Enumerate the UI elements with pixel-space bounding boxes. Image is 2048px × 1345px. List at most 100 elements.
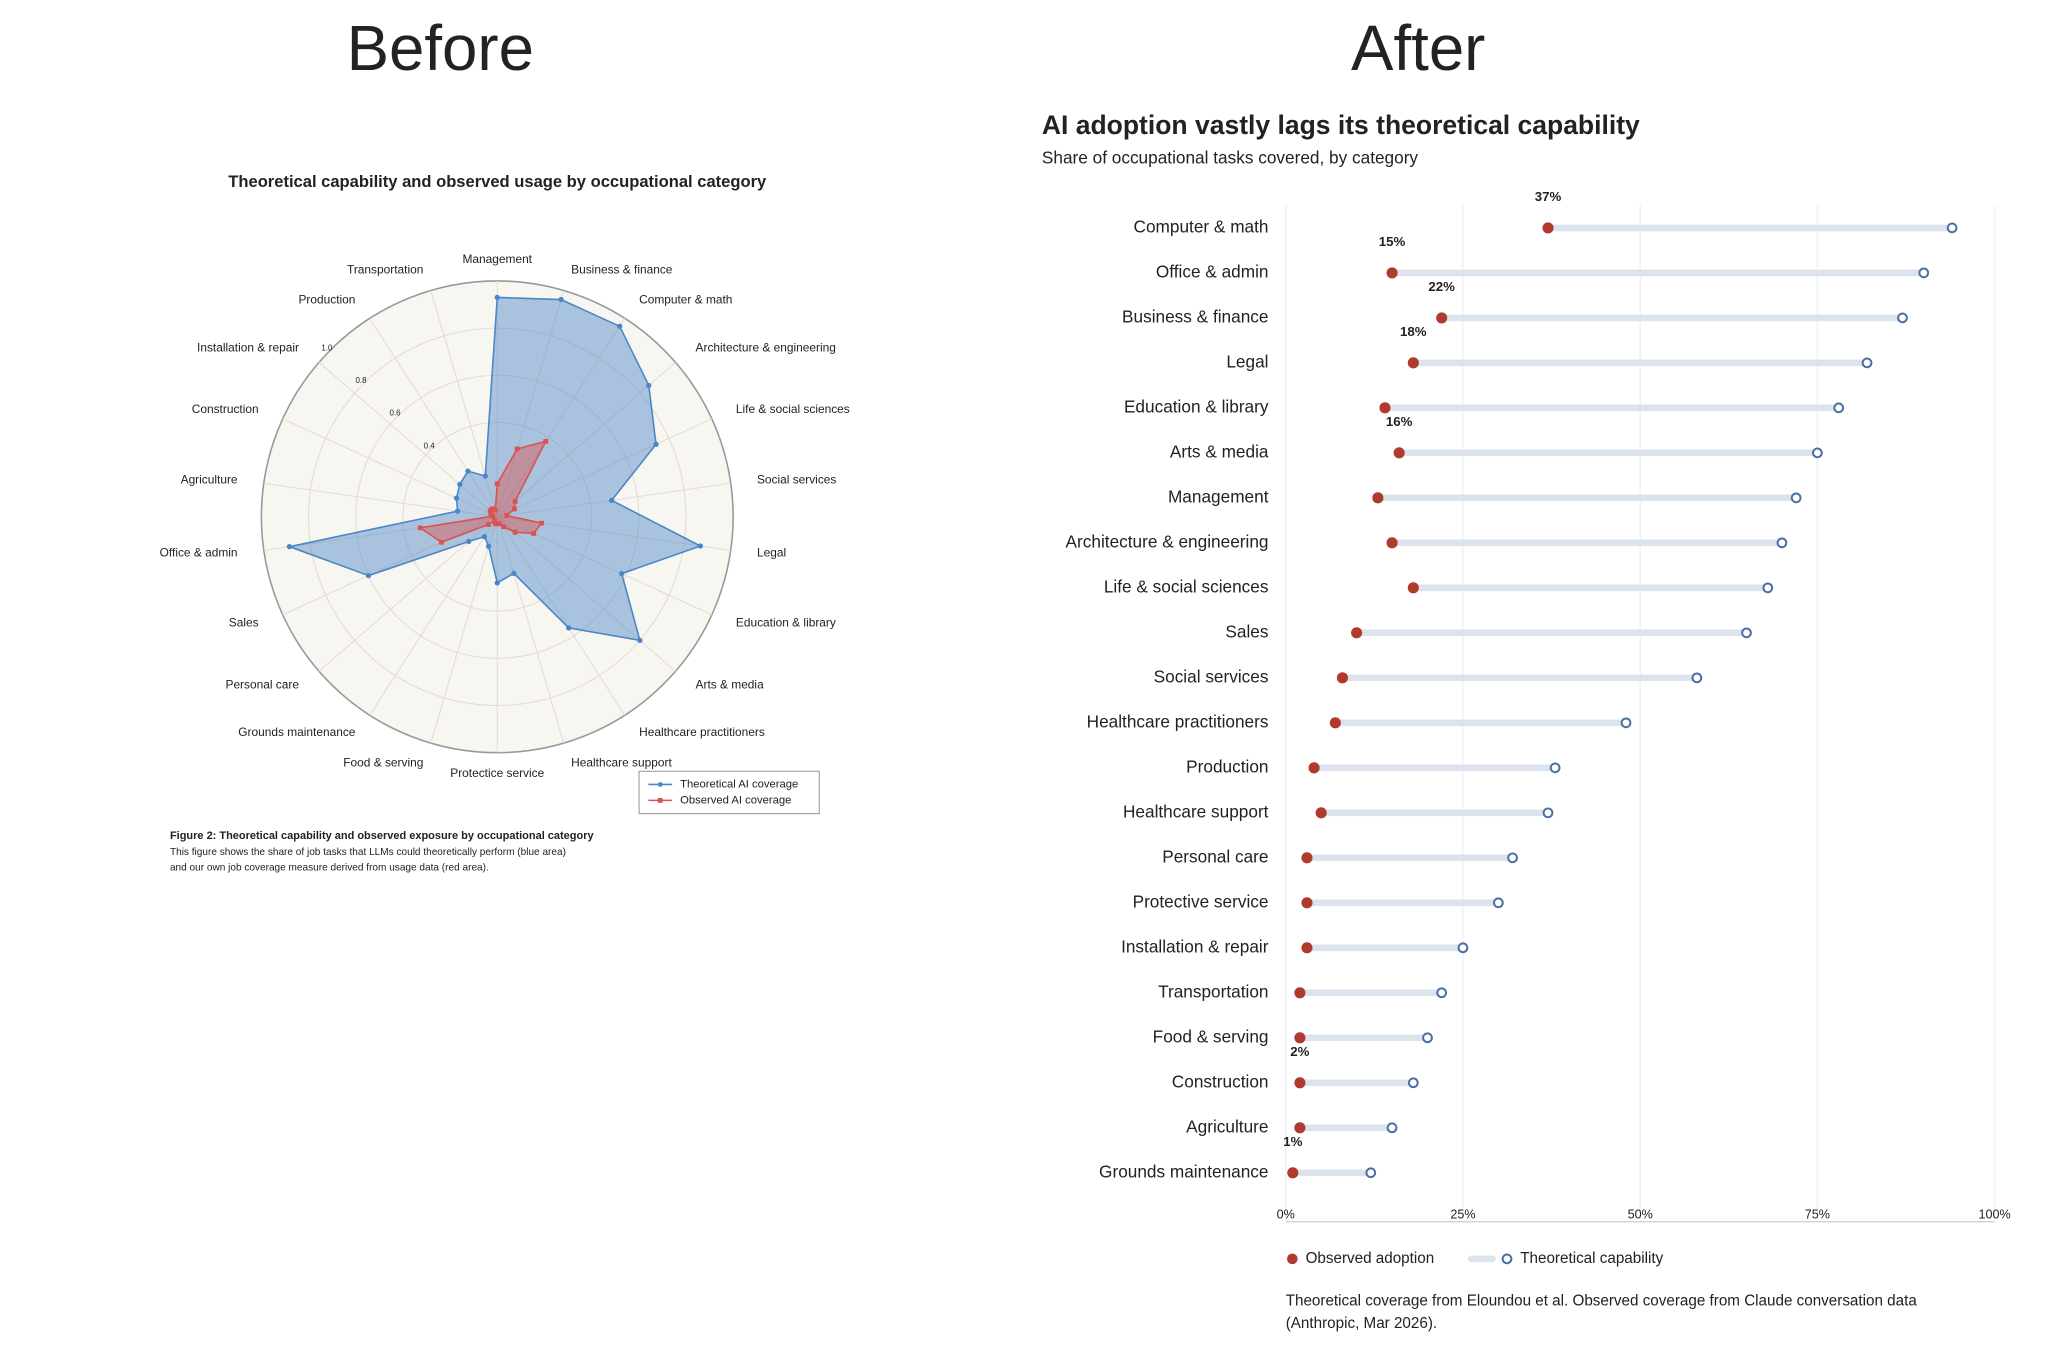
legend-marker (657, 782, 663, 787)
point (637, 637, 643, 644)
point (466, 538, 472, 545)
category-label: Sales (229, 616, 259, 630)
point (492, 507, 498, 513)
point (488, 511, 494, 517)
observed-dot (1287, 1167, 1299, 1179)
theoretical-dot (1918, 267, 1930, 279)
legend-marker (657, 797, 663, 803)
category-label: Healthcare practitioners (1087, 711, 1269, 731)
category-label: Management (1168, 486, 1269, 506)
category-label: Installation & repair (197, 341, 299, 355)
point (417, 525, 423, 531)
theoretical-dot (1741, 627, 1752, 639)
category-label: Computer & math (639, 293, 732, 307)
spoke (496, 516, 626, 716)
category-label: Food & serving (1153, 1026, 1269, 1046)
value-label: 37% (1535, 189, 1562, 204)
r-tick-label: 0.4 (424, 441, 436, 450)
spoke (496, 290, 565, 517)
observed-dot (1351, 627, 1363, 639)
category-label: Legal (757, 546, 786, 560)
value-label: 2% (1290, 1044, 1309, 1059)
theoretical-dot (1691, 672, 1703, 684)
theoretical-dot (1457, 942, 1469, 954)
theoretical-dot (1422, 1032, 1433, 1044)
theoretical-dot (1436, 987, 1448, 999)
observed-dot (1301, 852, 1313, 864)
category-label: Healthcare support (571, 756, 672, 770)
point (454, 508, 461, 514)
observed-dot (1294, 987, 1306, 999)
point (558, 296, 564, 303)
value-label: 1% (1283, 1134, 1302, 1149)
observed-dot (1308, 762, 1320, 774)
legend-marker (1287, 1253, 1298, 1265)
source-note: Theoretical coverage from Eloundou et al… (1286, 1292, 1918, 1332)
category-label: Healthcare support (1123, 801, 1269, 821)
category-label: Transportation (347, 262, 423, 276)
observed-dot (1294, 1077, 1306, 1089)
category-label: Healthcare practitioners (639, 725, 765, 739)
legend-label: Observed adoption (1306, 1250, 1435, 1267)
chart-subtitle: Share of occupational tasks covered, by … (1042, 148, 1419, 168)
point (494, 580, 500, 586)
point (501, 524, 507, 530)
category-label: Legal (1226, 351, 1268, 371)
spoke (282, 418, 498, 518)
category-label: Protectice service (450, 766, 544, 780)
legend-marker (1501, 1253, 1513, 1265)
category-label: Education & library (736, 616, 836, 630)
point (646, 382, 652, 389)
figure-note: This figure shows the share of job tasks… (170, 847, 566, 873)
category-label: Installation & repair (1121, 936, 1269, 956)
spoke (318, 361, 498, 518)
spoke (369, 318, 498, 518)
chart-title: AI adoption vastly lags its theoretical … (1042, 110, 1640, 140)
point (512, 506, 517, 512)
point (543, 439, 549, 444)
theoretical-dot (1365, 1167, 1377, 1179)
observed-dot (1542, 222, 1554, 234)
category-label: Production (298, 293, 355, 307)
point (619, 570, 625, 577)
category-label: Personal care (1162, 846, 1268, 866)
point (697, 543, 704, 549)
category-label: Architecture & engineering (696, 341, 836, 355)
theoretical-dot (1946, 222, 1958, 234)
chart-title: Theoretical capability and observed usag… (228, 172, 767, 191)
r-tick-label: 1.0 (321, 343, 333, 352)
point (482, 473, 488, 479)
point (617, 323, 623, 329)
legend-label: Theoretical AI coverage (680, 778, 798, 790)
category-label: Arts & media (1170, 441, 1269, 461)
legend-box (638, 770, 820, 815)
point (489, 506, 495, 512)
point (453, 495, 460, 501)
category-label: Social services (757, 472, 836, 486)
point (511, 570, 517, 577)
category-label: Grounds maintenance (238, 725, 356, 739)
point (481, 533, 488, 540)
point (492, 518, 498, 524)
category-label: Protective service (1133, 891, 1269, 911)
category-label: Business & finance (571, 262, 673, 276)
category-label: Life & social sciences (1104, 576, 1269, 596)
category-label: Personal care (226, 677, 300, 691)
point (457, 481, 463, 488)
category-label: Production (1186, 756, 1268, 776)
theoretical-dot (1549, 762, 1561, 774)
point (439, 539, 444, 545)
point (653, 441, 659, 447)
point (465, 468, 471, 474)
x-tick-label: 100% (1979, 1207, 2011, 1221)
theoretical-dot (1507, 852, 1518, 864)
heading: Before (347, 13, 534, 84)
point (485, 543, 492, 549)
x-tick-label: 25% (1450, 1207, 1475, 1221)
observed-dot (1294, 1032, 1306, 1044)
theoretical-dot (1620, 717, 1632, 729)
point (531, 531, 537, 536)
point (539, 520, 545, 526)
